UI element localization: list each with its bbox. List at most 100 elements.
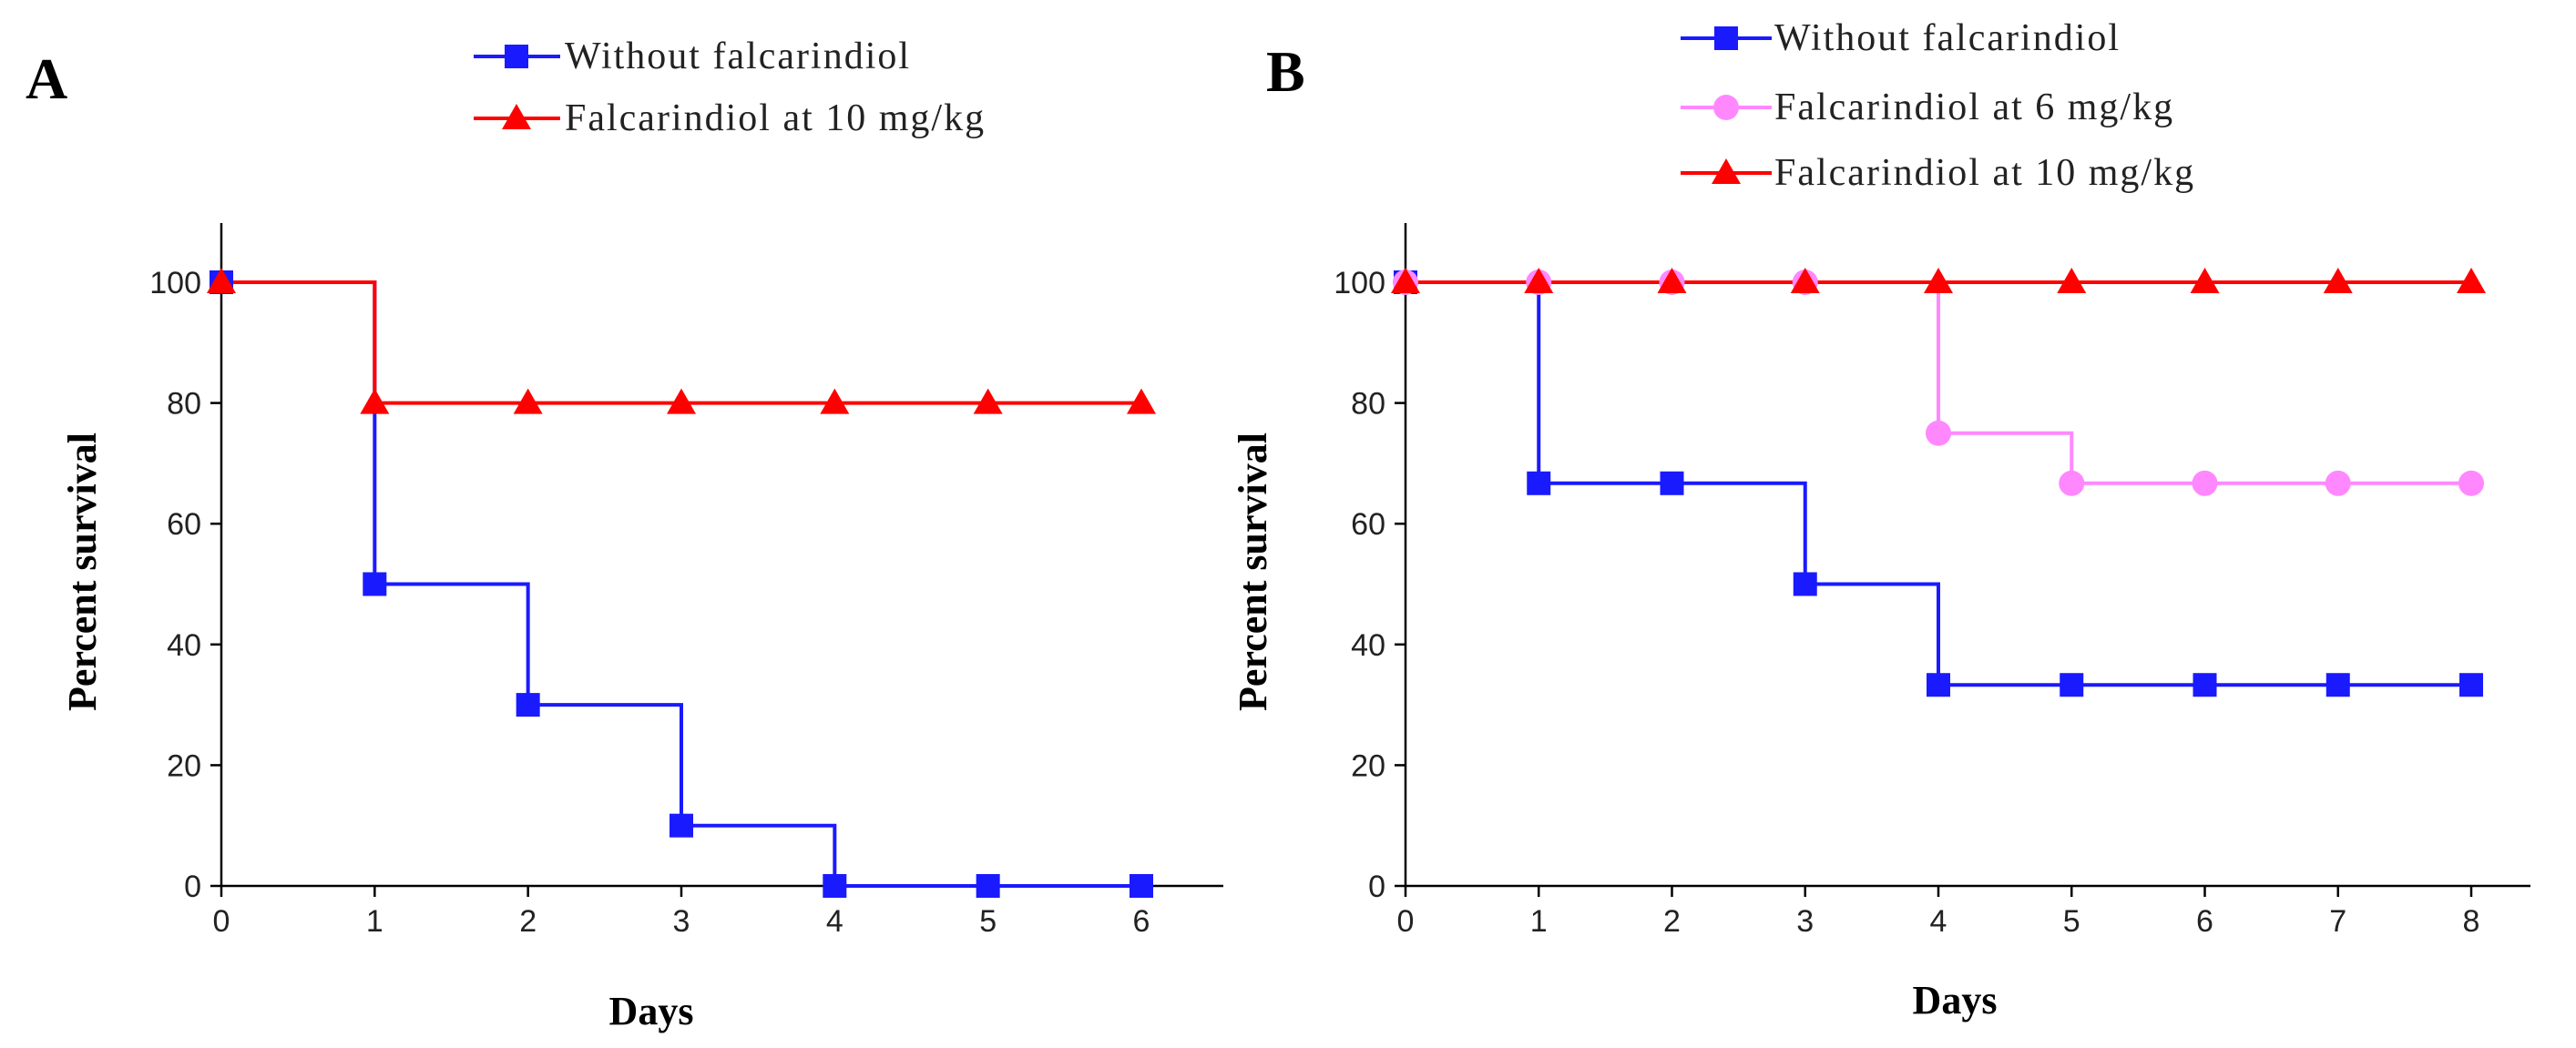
panel-b-x-tick-label: 4 xyxy=(1930,904,1947,939)
panel-a-legend-marker-0 xyxy=(505,45,528,68)
panel-b-x-tick-label: 3 xyxy=(1796,904,1814,939)
panel-b-series-2-point xyxy=(1657,268,1687,293)
panel-a-series-0-point xyxy=(670,813,693,838)
panel-a-legend-label-1: Falcarindiol at 10 mg/kg xyxy=(565,97,986,139)
panel-a-y-tick-label: 60 xyxy=(167,507,201,542)
panel-b-plot-area: 0 20 40 60 80 100 0 1 2 3 4 5 6 7 8 xyxy=(1334,223,2530,939)
panel-b-y-tick-label: 60 xyxy=(1351,507,1385,542)
panel-b-y-tick-label: 20 xyxy=(1351,748,1385,783)
panel-a-series-1-point xyxy=(513,388,543,414)
panel-a-x-axis-title: Days xyxy=(609,989,694,1033)
panel-a-x-tick-label: 4 xyxy=(826,904,843,939)
panel-a-series-1-point xyxy=(973,388,1003,414)
panel-a-legend-marker-shape xyxy=(502,104,531,129)
panel-a-series-0-point xyxy=(823,874,847,898)
panel-b-series-1-line xyxy=(1406,280,2471,485)
panel-a-legend-marker-shape xyxy=(505,45,528,68)
panel-b-letter: B xyxy=(1266,39,1305,104)
panel-b-series-1-point xyxy=(2458,470,2484,496)
panel-a-series-1-point xyxy=(820,388,850,414)
panel-a-y-tick-label: 100 xyxy=(149,266,201,300)
panel-b-y-tick-label: 80 xyxy=(1351,387,1385,422)
panel-a-x-tick-label: 5 xyxy=(979,904,997,939)
panel-a-series-1-point xyxy=(360,388,390,414)
panel-b-legend-marker-shape xyxy=(1714,26,1738,50)
panel-b-legend-label-2: Falcarindiol at 10 mg/kg xyxy=(1774,152,2195,194)
panel-a-series-0-point xyxy=(516,693,540,717)
panel-a-legend-entry-0: Without falcarindiol xyxy=(474,36,911,77)
panel-a: A Without falcarindiol Falcarindiol at 1… xyxy=(26,36,1223,1033)
panel-b-series-2-point xyxy=(2190,268,2220,293)
panel-a-series-0-point xyxy=(976,874,1000,898)
panel-a-series-1-line xyxy=(221,280,1141,405)
panel-a-y-axis-title: Percent survival xyxy=(60,432,105,711)
panel-b-x-tick-label: 8 xyxy=(2463,904,2480,939)
panel-a-series-0-line xyxy=(221,280,1141,888)
panel-a-legend-label-0: Without falcarindiol xyxy=(565,36,911,77)
panel-b-legend-marker-2 xyxy=(1712,158,1741,184)
panel-a-y-tick-label: 80 xyxy=(167,387,201,422)
panel-b-y-tick-label: 0 xyxy=(1368,870,1385,904)
panel-b-series-1-point xyxy=(2192,470,2218,496)
panel-b-series-1-point xyxy=(2059,470,2085,496)
panel-a-series-1-point xyxy=(207,268,236,293)
panel-b-series-0-point xyxy=(1793,572,1817,596)
panel-a-x-tick-label: 2 xyxy=(519,904,537,939)
panel-b-series-2-point xyxy=(2323,268,2353,293)
panel-b-series-0-point xyxy=(2326,673,2350,697)
panel-b-series-2-point xyxy=(2457,268,2486,293)
panel-a-series-0-point xyxy=(363,572,387,596)
panel-b-legend-marker-shape xyxy=(1713,95,1739,120)
panel-b-series-2-point xyxy=(2057,268,2087,293)
panel-b-series-2-point xyxy=(1391,268,1420,293)
panel-a-letter: A xyxy=(26,46,67,111)
panel-b-x-tick-label: 7 xyxy=(2329,904,2346,939)
panel-a-x-tick-label: 1 xyxy=(366,904,383,939)
panel-a-series-1-point xyxy=(1127,388,1156,414)
panel-b-x-tick-label: 1 xyxy=(1530,904,1548,939)
panel-b-series-2-point xyxy=(1924,268,1953,293)
panel-b-y-tick-label: 100 xyxy=(1334,266,1385,300)
panel-b-legend-entry-0: Without falcarindiol xyxy=(1681,17,2121,59)
panel-a-legend: Without falcarindiol Falcarindiol at 10 … xyxy=(474,36,986,139)
panel-b-series-2-point xyxy=(1790,268,1820,293)
panel-b-legend: Without falcarindiol Falcarindiol at 6 m… xyxy=(1681,17,2195,194)
panel-a-series-1-point xyxy=(667,388,696,414)
panel-b-legend-marker-1 xyxy=(1713,95,1739,120)
panel-b-series-0-line xyxy=(1406,280,2471,687)
panel-b-y-tick-label: 40 xyxy=(1351,628,1385,663)
panel-b-x-tick-label: 2 xyxy=(1663,904,1681,939)
panel-b-x-tick-label: 5 xyxy=(2063,904,2080,939)
panel-b-y-axis-title: Percent survival xyxy=(1231,432,1275,711)
panel-b-series-2-point xyxy=(1524,268,1554,293)
panel-a-y-tick-label: 40 xyxy=(167,628,201,663)
panel-b-legend-marker-shape xyxy=(1712,158,1741,184)
panel-b-series-0-point xyxy=(2193,673,2217,697)
panel-b-x-axis-title: Days xyxy=(1913,978,1998,1023)
panel-b-series-1-point xyxy=(2325,470,2351,496)
panel-b-legend-entry-2: Falcarindiol at 10 mg/kg xyxy=(1681,152,2195,194)
panel-a-legend-marker-1 xyxy=(502,104,531,129)
panel-b-series-0-point xyxy=(2459,673,2483,697)
panel-b-series-0-point xyxy=(1527,471,1551,495)
panel-b-legend-label-1: Falcarindiol at 6 mg/kg xyxy=(1774,86,2174,128)
panel-b-series-0-point xyxy=(2060,673,2084,697)
panel-b-series-1-point xyxy=(1926,420,1951,446)
panel-b-x-tick-label: 0 xyxy=(1397,904,1415,939)
panel-a-series-0-point xyxy=(1130,874,1153,898)
panel-b-legend-entry-1: Falcarindiol at 6 mg/kg xyxy=(1681,86,2174,128)
panel-a-x-tick-label: 6 xyxy=(1133,904,1150,939)
panel-a-legend-entry-1: Falcarindiol at 10 mg/kg xyxy=(474,97,986,139)
panel-b-x-tick-label: 6 xyxy=(2196,904,2213,939)
panel-b-series-0-point xyxy=(1660,471,1684,495)
panel-a-x-tick-label: 0 xyxy=(213,904,230,939)
panel-a-y-tick-label: 20 xyxy=(167,748,201,783)
panel-b-legend-marker-0 xyxy=(1714,26,1738,50)
panel-a-x-tick-label: 3 xyxy=(673,904,690,939)
panel-a-plot-area: 0 20 40 60 80 100 0 1 2 3 4 5 6 xyxy=(149,223,1223,939)
panel-b-series-0-point xyxy=(1927,673,1950,697)
panel-b: B Without falcarindiol Falcarindiol at 6… xyxy=(1231,17,2530,1023)
panel-a-y-tick-label: 0 xyxy=(184,870,201,904)
panel-b-legend-label-0: Without falcarindiol xyxy=(1774,17,2121,59)
